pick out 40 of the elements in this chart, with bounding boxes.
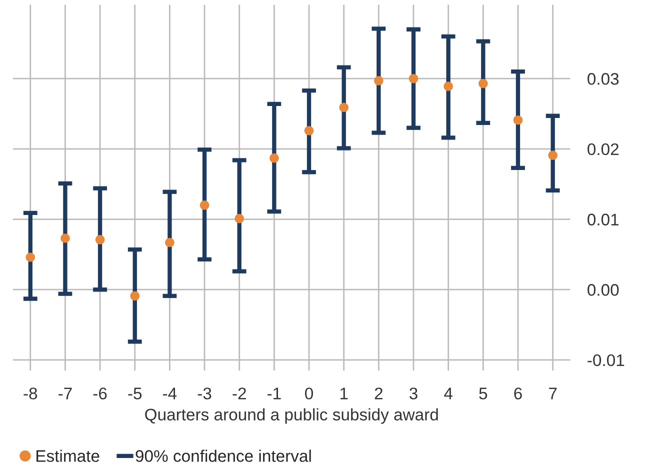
- x-tick-label: -6: [93, 388, 107, 400]
- x-tick-label: -1: [268, 388, 281, 400]
- x-tick-label: -8: [24, 388, 38, 400]
- x-tick-label: -2: [232, 388, 246, 400]
- point: [513, 115, 523, 125]
- x-tick-label: -7: [58, 388, 72, 400]
- point: [444, 82, 453, 91]
- x-tick-label: 6: [514, 388, 522, 400]
- x-tick-label: 0: [305, 388, 313, 400]
- point: [234, 214, 244, 224]
- point: [130, 291, 140, 301]
- x-tick-label: -3: [198, 388, 212, 400]
- point: [60, 234, 70, 243]
- text: 90% confidence interval: [136, 450, 311, 462]
- point: [339, 102, 349, 112]
- point: [304, 126, 314, 136]
- point: [26, 252, 36, 262]
- point: [200, 200, 210, 210]
- point: [95, 235, 105, 244]
- x-axis-title: Quarters around a public subsidy award: [145, 408, 438, 424]
- point: [165, 238, 174, 248]
- legend-label: Estimate: [36, 450, 100, 462]
- point: [408, 74, 418, 84]
- x-tick-label: 2: [374, 388, 382, 400]
- point: [270, 153, 279, 163]
- point: [478, 78, 488, 88]
- x-tick-label: 1: [340, 388, 348, 400]
- x-tick-label: -5: [128, 388, 142, 400]
- y-tick-label: -0.01: [588, 354, 624, 366]
- x-tick-label: 3: [410, 388, 418, 400]
- x-tick-label: 4: [444, 388, 452, 400]
- y-tick-label: 0.00: [588, 284, 619, 296]
- point: [374, 76, 384, 86]
- x-tick-label: 7: [549, 388, 557, 400]
- x-tick-label: 5: [479, 388, 488, 400]
- y-tick-label: 0.03: [588, 73, 619, 85]
- y-tick-label: 0.01: [588, 214, 619, 226]
- x-tick-label: -4: [163, 388, 177, 400]
- point: [548, 150, 558, 160]
- y-tick-label: 0.02: [588, 143, 619, 156]
